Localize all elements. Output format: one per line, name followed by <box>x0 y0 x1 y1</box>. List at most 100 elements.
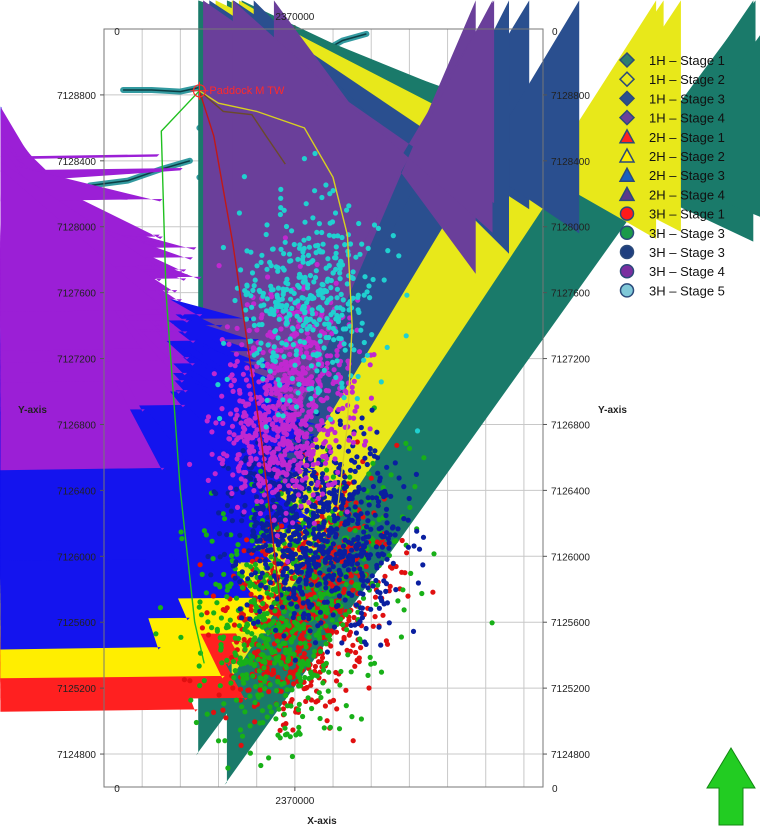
event-point-circle <box>220 420 226 426</box>
event-point-circle <box>312 274 319 281</box>
event-point-circle <box>324 610 330 616</box>
event-point-circle <box>334 352 340 358</box>
event-point-circle <box>403 333 409 339</box>
event-point-circle <box>363 438 369 444</box>
event-point-circle <box>243 659 249 666</box>
event-point-circle <box>346 437 352 443</box>
event-point-circle <box>275 412 281 418</box>
event-point-circle <box>254 545 261 551</box>
event-point-circle <box>354 327 360 333</box>
event-point-circle <box>351 431 357 437</box>
event-point-circle <box>320 471 326 477</box>
event-point-circle <box>314 261 320 268</box>
event-point-circle <box>308 582 315 588</box>
event-point-circle <box>275 377 281 383</box>
event-point-circle <box>373 601 379 607</box>
event-point-circle <box>259 652 265 658</box>
event-point-circle <box>224 622 230 628</box>
event-point-circle <box>347 323 353 329</box>
event-point-circle <box>266 689 272 695</box>
event-point-circle <box>283 223 290 230</box>
event-point-circle <box>272 299 279 305</box>
event-point-circle <box>369 332 375 338</box>
event-point-circle <box>248 447 254 453</box>
event-point-circle <box>232 363 238 369</box>
event-point-circle <box>287 398 293 404</box>
event-point-circle <box>330 474 336 480</box>
event-point-circle <box>318 694 324 701</box>
event-point-circle <box>287 424 293 430</box>
event-point-circle <box>265 342 271 348</box>
event-point-circle <box>251 352 257 358</box>
event-point-circle <box>299 407 305 413</box>
event-point-circle <box>246 548 252 554</box>
event-point-circle <box>285 438 291 444</box>
event-point-circle <box>234 548 240 554</box>
event-point-circle <box>376 517 382 523</box>
event-point-circle <box>284 687 290 693</box>
event-point-circle <box>345 365 351 371</box>
event-point-circle <box>219 406 225 412</box>
event-point-circle <box>298 460 304 466</box>
event-point-circle <box>327 220 333 226</box>
event-point-circle <box>304 326 310 332</box>
event-point-circle <box>383 512 389 519</box>
event-point-circle <box>273 424 279 430</box>
event-point-circle <box>276 316 282 322</box>
event-point-circle <box>249 631 255 637</box>
event-point-circle <box>325 370 331 376</box>
event-point-circle <box>369 495 375 501</box>
event-point-circle <box>280 397 286 403</box>
event-point-circle <box>282 517 288 523</box>
event-point-circle <box>334 603 340 610</box>
event-point-triangle <box>0 154 160 160</box>
event-point-circle <box>208 572 214 578</box>
event-point-circle <box>313 409 319 415</box>
event-point-circle <box>328 598 335 604</box>
event-point-circle <box>273 716 279 722</box>
event-point-circle <box>331 497 337 503</box>
event-point-circle <box>288 569 294 575</box>
event-point-circle <box>256 462 262 468</box>
event-point-circle <box>339 384 345 390</box>
event-point-circle <box>235 542 241 548</box>
event-point-circle <box>264 449 270 455</box>
event-point-circle <box>302 494 308 500</box>
event-point-circle <box>289 305 295 311</box>
event-point-circle <box>280 462 286 468</box>
event-point-circle <box>258 303 264 309</box>
event-point-circle <box>221 340 227 346</box>
event-point-circle <box>395 598 401 604</box>
event-point-circle <box>316 531 322 537</box>
event-point-circle <box>196 604 202 610</box>
event-point-circle <box>322 460 329 466</box>
event-point-circle <box>300 368 306 374</box>
event-point-circle <box>260 376 266 382</box>
event-point-circle <box>276 381 283 387</box>
event-point-circle <box>312 648 318 654</box>
event-point-circle <box>237 579 243 585</box>
event-point-circle <box>253 604 259 610</box>
event-point-circle <box>241 509 247 515</box>
event-point-circle <box>270 497 276 503</box>
event-point-circle <box>319 536 325 543</box>
event-point-circle <box>239 704 245 710</box>
event-point-circle <box>225 583 231 589</box>
event-point-circle <box>349 547 355 553</box>
event-point-circle <box>224 532 230 538</box>
event-point-circle <box>321 345 327 351</box>
event-point-circle <box>320 249 326 255</box>
event-point-circle <box>358 327 364 333</box>
event-point-circle <box>201 678 207 684</box>
event-point-circle <box>308 453 314 459</box>
event-point-circle <box>286 623 292 629</box>
event-point-circle <box>296 701 302 708</box>
event-point-circle <box>368 395 374 401</box>
event-point-circle <box>353 500 359 506</box>
event-point-circle <box>240 413 246 419</box>
event-point-circle <box>351 347 357 353</box>
event-point-circle <box>246 461 252 467</box>
event-point-circle <box>345 567 351 573</box>
event-point-circle <box>330 541 336 547</box>
event-point-circle <box>271 454 277 460</box>
